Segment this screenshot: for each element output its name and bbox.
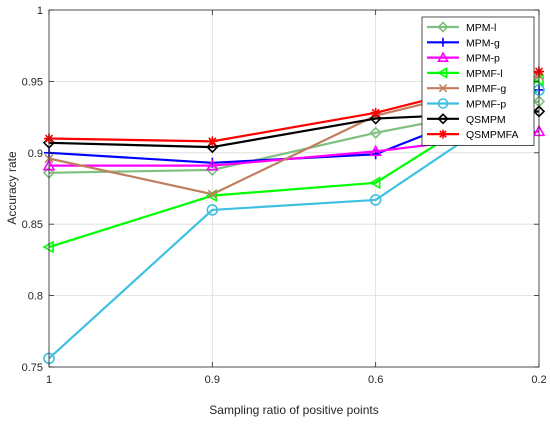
legend-label: QSMPM bbox=[466, 114, 506, 126]
y-tick-label: 1 bbox=[37, 5, 43, 17]
legend-item: MPMF-p bbox=[427, 98, 506, 111]
plus-marker bbox=[438, 37, 448, 47]
legend-label: QSMPMFA bbox=[466, 129, 519, 141]
triangle-left-marker bbox=[436, 67, 448, 79]
diamond-marker bbox=[369, 112, 382, 125]
y-tick-label: 0.8 bbox=[28, 291, 43, 303]
triangle-up-marker bbox=[437, 51, 449, 63]
x-marker bbox=[438, 84, 448, 93]
diamond-marker bbox=[437, 113, 449, 125]
circle-marker bbox=[206, 204, 219, 216]
triangle-left-marker bbox=[42, 240, 54, 254]
diamond-marker bbox=[369, 126, 382, 139]
triangle-left-marker bbox=[369, 176, 381, 190]
legend-item: MPM-p bbox=[427, 51, 500, 65]
legend-item: MPMF-l bbox=[427, 67, 503, 80]
x-tick-label: 1 bbox=[46, 374, 52, 386]
triangle-left-marker bbox=[532, 73, 544, 87]
asterisk-marker bbox=[438, 129, 448, 139]
y-tick-label: 0.85 bbox=[22, 219, 43, 231]
triangle-up-marker bbox=[205, 159, 219, 171]
diamond-marker bbox=[437, 21, 449, 33]
legend-item: QSMPM bbox=[427, 113, 506, 126]
x-axis-label: Sampling ratio of positive points bbox=[209, 403, 378, 417]
circle-marker bbox=[369, 194, 382, 206]
y-tick-label: 0.9 bbox=[28, 148, 43, 160]
x-tick-label: 0.9 bbox=[205, 374, 220, 386]
x-tick-label: 0.6 bbox=[368, 374, 383, 386]
circle-marker bbox=[437, 98, 449, 109]
legend-label: MPMF-p bbox=[466, 99, 506, 111]
legend-item: MPM-l bbox=[427, 21, 496, 34]
legend-label: MPMF-l bbox=[466, 68, 503, 80]
y-tick-label: 0.95 bbox=[22, 76, 43, 88]
plot-area-frame bbox=[48, 9, 540, 368]
asterisk-marker bbox=[207, 136, 218, 147]
legend-item: MPM-g bbox=[427, 37, 500, 49]
legend-label: MPMF-g bbox=[466, 83, 506, 95]
legend: MPM-l MPM-g MPM-p MPMF-l MPMF-g MPMF-p QSMPM QS… bbox=[421, 16, 535, 146]
asterisk-marker bbox=[370, 107, 381, 118]
legend-item: QSMPMFA bbox=[427, 129, 519, 141]
legend-label: MPM-l bbox=[466, 22, 496, 34]
legend-box bbox=[421, 16, 535, 146]
diamond-marker bbox=[206, 140, 219, 154]
y-tick-label: 0.75 bbox=[22, 362, 43, 374]
y-axis-label: Accuracy rate bbox=[5, 151, 19, 225]
tick-labels: 0.75 0.8 0.85 0.9 0.95 1 1 0.9 0.6 0.2 bbox=[22, 5, 547, 386]
triangle-up-marker bbox=[369, 144, 383, 157]
legend-label: MPM-g bbox=[466, 37, 500, 49]
legend-label: MPM-p bbox=[466, 53, 500, 65]
x-marker bbox=[207, 189, 217, 199]
x-tick-label: 0.2 bbox=[531, 374, 546, 386]
legend-item: MPMF-g bbox=[427, 83, 506, 95]
